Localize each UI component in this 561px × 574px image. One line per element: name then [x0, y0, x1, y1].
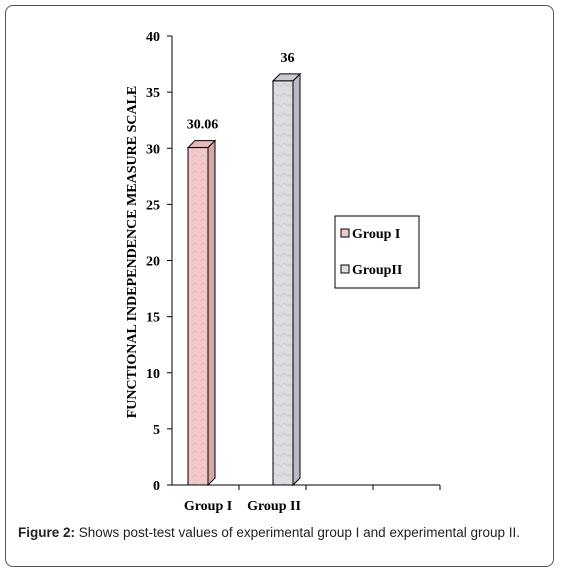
bar-data-label: 30.06	[187, 118, 219, 133]
legend-label-group1: Group I	[352, 227, 400, 242]
y-tick-label: 15	[146, 311, 160, 326]
y-tick-label: 10	[146, 367, 160, 382]
bar-chart: 0 5 10 15 20 25 30 35 40 30.06 36 FUNCTIONAL INDE…	[125, 30, 441, 514]
category-label-group2: Group II	[247, 499, 301, 514]
bar-data-label: 36	[281, 51, 295, 66]
y-tick-label: 35	[146, 86, 160, 101]
y-tick-label: 25	[146, 198, 160, 213]
bar-1: 30.06	[187, 118, 219, 487]
y-tick-label: 20	[146, 255, 160, 270]
y-tick-label: 40	[146, 30, 160, 45]
y-tick-label: 30	[146, 142, 160, 157]
category-label-group1: Group I	[184, 499, 232, 514]
bar-front	[272, 80, 294, 486]
bar-side	[207, 139, 216, 487]
legend-swatch-group1	[340, 228, 350, 238]
y-axis-label: FUNCTIONAL INDEPENDENCE MEASURE SCALE	[125, 86, 140, 419]
legend: Group I GroupII	[334, 215, 420, 289]
y-tick-label: 0	[153, 479, 160, 494]
bar-front	[187, 147, 209, 486]
legend-swatch-group2	[340, 264, 350, 274]
bars: 30.06 36	[187, 51, 302, 487]
caption-text: Shows post-test values of experimental g…	[75, 525, 521, 540]
bar-side	[292, 72, 301, 487]
y-tick-label: 5	[153, 423, 160, 438]
legend-box	[334, 215, 420, 289]
caption-label: Figure 2:	[18, 525, 76, 540]
bar-2: 36	[271, 51, 302, 487]
legend-label-group2: GroupII	[352, 263, 402, 278]
figure-caption: Figure 2: Shows post-test values of expe…	[18, 523, 548, 542]
y-ticks: 0 5 10 15 20 25 30 35 40	[146, 30, 172, 494]
